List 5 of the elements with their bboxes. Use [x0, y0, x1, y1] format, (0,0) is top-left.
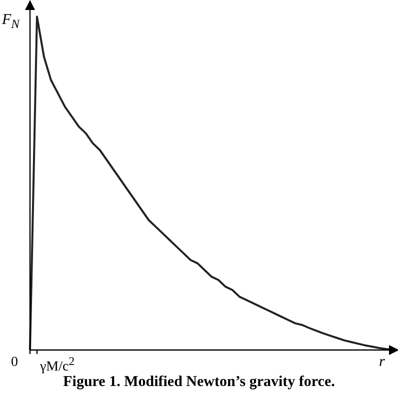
- x-axis-title: r: [379, 354, 385, 371]
- text: γM/c$^{2}$: [40, 355, 75, 376]
- text: 0: [11, 355, 18, 371]
- text: Figure 1. Modified Newton’s gravity force.: [62, 374, 336, 391]
- y-axis-title: F$_{N}$: [2, 12, 20, 32]
